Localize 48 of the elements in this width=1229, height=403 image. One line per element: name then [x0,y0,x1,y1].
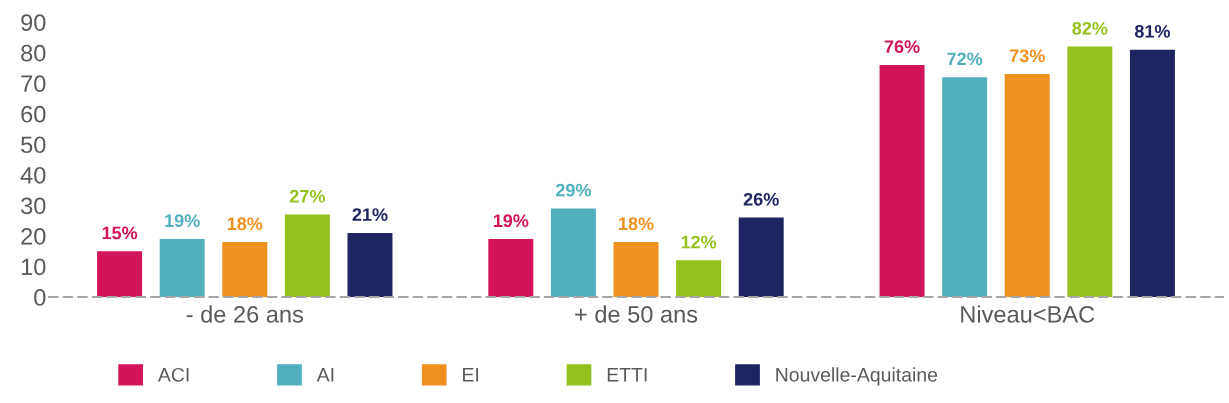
y-tick-label: 50 [21,136,46,154]
bar [159,238,205,298]
y-tick-label: 0 [34,289,46,306]
data-label: 76% [884,40,920,54]
legend-label: ACI [157,367,189,382]
bar [550,208,596,298]
data-label: 27% [289,189,325,203]
bar [676,260,722,298]
bar [942,77,988,298]
bar [97,251,143,298]
y-tick-label: 20 [21,228,46,245]
bar [222,242,268,298]
data-label: 72% [947,52,983,66]
x-tick-label: Niveau<BAC [961,305,1095,323]
bar [347,232,393,298]
data-label: 21% [352,208,388,221]
y-tick-label: 70 [21,75,46,93]
legend-label: EI [463,368,479,382]
y-tick-label: 80 [21,44,46,62]
y-tick-label: 30 [21,197,46,215]
legend-label: Nouvelle-Aquitaine [776,367,938,386]
y-tick-label: 60 [21,105,46,123]
data-label: 82% [1072,21,1108,35]
y-tick-label: 10 [21,258,46,276]
data-label: 73% [1009,49,1045,63]
data-label: 26% [743,192,779,206]
bar [1129,49,1175,298]
data-label: 18% [227,217,263,231]
bar [1004,74,1050,298]
bar [488,238,534,298]
x-tick-label: - de 26 ans [186,305,303,323]
bar [613,242,659,298]
data-label: 15% [102,226,138,240]
bar [879,64,925,298]
data-label: 18% [619,217,654,231]
data-label: 29% [555,183,591,197]
y-tick-label: 40 [20,166,46,184]
bar [738,217,784,298]
legend-label: ETTI [607,368,647,382]
data-label: 81% [1134,24,1171,38]
legend-label: AI [316,368,334,382]
data-label: 12% [681,235,717,249]
data-label: 19% [493,214,529,228]
y-tick-label: 90 [21,14,46,31]
x-tick-label: + de 50 ans [575,305,698,323]
bar [284,214,330,298]
data-label: 19% [165,214,200,228]
bar [1067,46,1113,298]
